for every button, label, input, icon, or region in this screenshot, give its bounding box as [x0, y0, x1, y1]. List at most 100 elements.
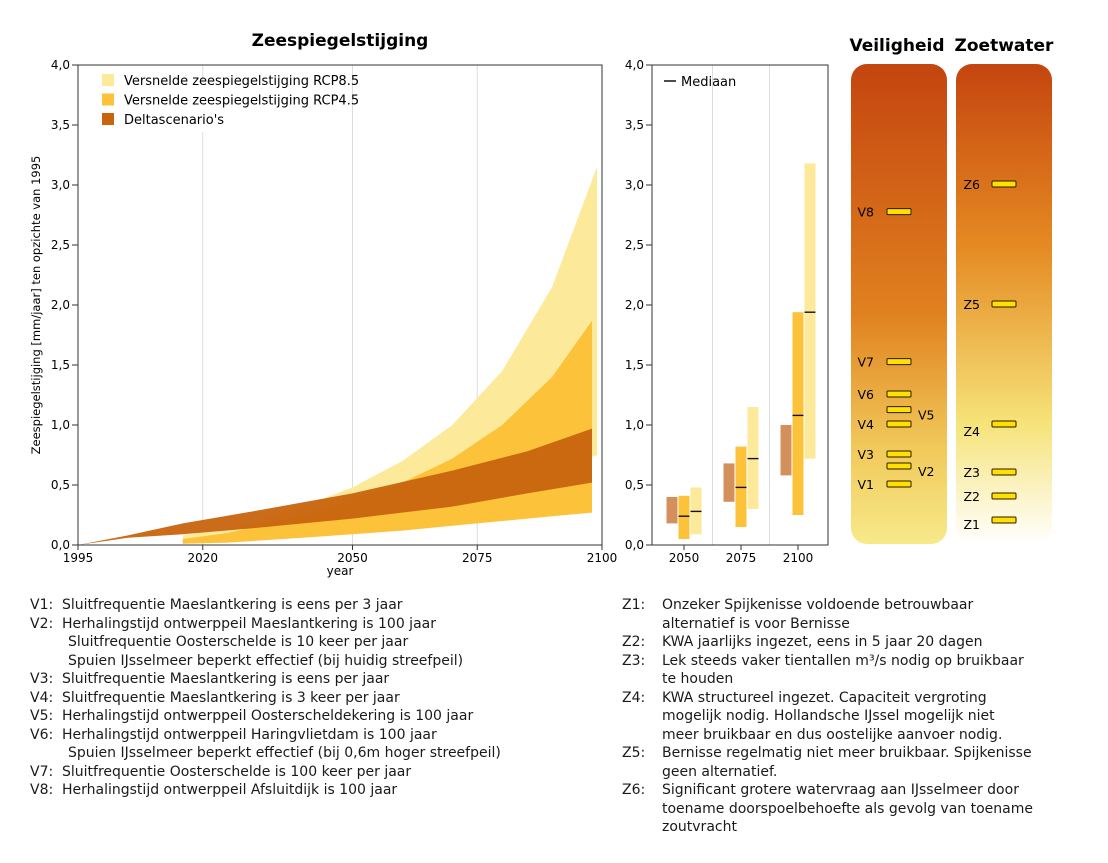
- main-x-tick-label: 2100: [587, 551, 618, 565]
- zoetwater-marker-label: Z5: [963, 297, 980, 312]
- description-row: V1: Sluitfrequentie Maeslantkering is een…: [30, 596, 570, 615]
- zoetwater-marker-label: Z6: [963, 177, 980, 192]
- zoetwater-marker-label: Z1: [963, 517, 980, 532]
- zoetwater-marker-label: Z3: [963, 465, 980, 480]
- veiligheid-marker: [886, 208, 912, 216]
- main-legend: Versnelde zeespiegelstijging RCP8.5 Versn…: [94, 74, 359, 132]
- description-code: [30, 744, 62, 763]
- range-bar: [780, 425, 792, 476]
- veiligheid-marker: [886, 358, 912, 366]
- veiligheid-markers: V1 V2 V3 V4 V5 V6 V7 V8: [857, 205, 934, 492]
- description-row: V2: Herhalingstijd ontwerppeil Maeslantke…: [30, 615, 570, 634]
- zoetwater-marker: [991, 180, 1017, 188]
- description-code: Z6:: [622, 782, 646, 798]
- sea-level-figure: Zeespiegelstijging 0,0 0,5 1,0 1,5 2,0 2,5 3,0…: [29, 31, 1054, 578]
- main-legend-background: [94, 80, 304, 132]
- zoetwater-heading: Zoetwater: [955, 36, 1054, 56]
- main-y-tick-label: 3,0: [51, 178, 70, 192]
- range-bar: [804, 163, 816, 459]
- veiligheid-marker: [886, 480, 912, 488]
- veiligheid-marker: [886, 420, 912, 428]
- description-text: zoutvracht: [662, 819, 737, 835]
- range-y-tick-label: 2,5: [625, 238, 644, 252]
- description-text: geen alternatief.: [662, 763, 778, 780]
- zoetwater-markers: Z1 Z2 Z3 Z4 Z5 Z6: [963, 177, 1017, 532]
- range-y-tick-label: 3,5: [625, 118, 644, 132]
- description-code: V1:: [30, 597, 54, 613]
- veiligheid-marker-label: V3: [857, 447, 874, 462]
- description-row: V3: Sluitfrequentie Maeslantkering is een…: [30, 670, 570, 689]
- range-bar: [723, 463, 735, 502]
- description-text: Significant grotere watervraag aan IJsse…: [662, 782, 1019, 798]
- description-row: zoutvracht: [622, 818, 1092, 837]
- description-text: Sluitfrequentie Maeslantkering is eens p…: [62, 597, 403, 613]
- main-y-ticks: 0,0 0,5 1,0 1,5 2,0 2,5 3,0 3,5 4,0: [51, 58, 78, 552]
- zoetwater-marker: [991, 516, 1017, 524]
- range-x-tick-label: 2100: [783, 551, 814, 565]
- description-code: V2:: [30, 615, 54, 632]
- description-text: KWA structureel ingezet. Capaciteit verg…: [662, 689, 987, 706]
- description-row: meer bruikbaar en dus oostelijke aanvoer…: [622, 726, 1092, 745]
- zoetwater-marker: [991, 468, 1017, 476]
- description-code: Z4:: [622, 689, 646, 706]
- veiligheid-marker-label: V1: [857, 477, 874, 492]
- description-code: [622, 763, 662, 782]
- zoetwater-marker-label: Z4: [963, 424, 980, 439]
- range-gridlines: [712, 65, 770, 545]
- description-code: V5:: [30, 708, 54, 724]
- description-text: Sluitfrequentie Oosterschelde is 10 keer…: [68, 634, 409, 650]
- main-legend-label: Deltascenario's: [124, 113, 224, 128]
- main-x-tick-label: 2050: [337, 551, 368, 565]
- range-bar-chart: 0,0 0,5 1,0 1,5 2,0 2,5 3,0 3,5 4,0 2050 2075 2100…: [625, 58, 829, 565]
- range-x-tick-label: 2075: [726, 551, 757, 565]
- veiligheid-marker: [886, 406, 912, 414]
- description-code: [622, 670, 662, 689]
- description-row: V7: Sluitfrequentie Oosterschelde is 100 …: [30, 763, 570, 782]
- veiligheid-marker-label: V8: [857, 205, 874, 220]
- zoetwater-marker: [991, 492, 1017, 500]
- veiligheid-column: [851, 64, 947, 544]
- main-x-tick-label: 2020: [187, 551, 218, 565]
- description-code: V6:: [30, 726, 54, 743]
- range-x-tick-label: 2050: [669, 551, 700, 565]
- description-text: KWA jaarlijks ingezet, eens in 5 jaar 20…: [662, 634, 983, 650]
- zoetwater-marker-label: Z2: [963, 489, 980, 504]
- range-y-tick-label: 1,0: [625, 418, 644, 432]
- description-row: mogelijk nodig. Hollandsche IJssel mogel…: [622, 707, 1092, 726]
- description-text: meer bruikbaar en dus oostelijke aanvoer…: [662, 726, 1003, 743]
- range-y-tick-label: 0,5: [625, 478, 644, 492]
- description-text: Lek steeds vaker tientallen m³/s nodig o…: [662, 652, 1024, 669]
- description-text: Bernisse regelmatig niet meer bruikbaar.…: [662, 745, 1032, 761]
- main-legend-label: Versnelde zeespiegelstijging RCP8.5: [124, 74, 359, 89]
- range-y-tick-label: 1,5: [625, 358, 644, 372]
- veiligheid-descriptions: V1: Sluitfrequentie Maeslantkering is een…: [30, 596, 570, 800]
- veiligheid-marker-label: V6: [857, 387, 874, 402]
- description-text: Sluitfrequentie Oosterschelde is 100 kee…: [62, 763, 412, 780]
- description-row: Sluitfrequentie Oosterschelde is 10 keer…: [30, 633, 570, 652]
- description-code: [622, 800, 662, 819]
- description-row: Z2: KWA jaarlijks ingezet, eens in 5 jaar…: [622, 633, 1092, 652]
- veiligheid-heading: Veiligheid: [849, 36, 944, 56]
- x-axis-label: year: [327, 564, 354, 578]
- main-x-tick-label: 2075: [462, 551, 493, 565]
- veiligheid-marker-label: V5: [918, 408, 935, 423]
- description-text: alternatief is voor Bernisse: [662, 615, 850, 632]
- description-row: Z5: Bernisse regelmatig niet meer bruikba…: [622, 744, 1092, 763]
- zoetwater-descriptions: Z1: Onzeker Spijkenisse voldoende betrouw…: [622, 596, 1092, 837]
- median-legend-label: Mediaan: [681, 75, 736, 90]
- veiligheid-marker-label: V2: [918, 464, 935, 479]
- main-legend-swatch: [102, 74, 114, 86]
- main-x-ticks: 1995 2020 2050 2075 2100: [63, 545, 618, 565]
- zoetwater-marker: [991, 300, 1017, 308]
- description-row: V6: Herhalingstijd ontwerppeil Haringvlie…: [30, 726, 570, 745]
- description-row: V5: Herhalingstijd ontwerppeil Oostersche…: [30, 707, 570, 726]
- description-code: Z3:: [622, 652, 646, 669]
- veiligheid-marker-label: V4: [857, 417, 874, 432]
- description-text: Herhalingstijd ontwerppeil Oosterschelde…: [62, 708, 474, 724]
- description-row: te houden: [622, 670, 1092, 689]
- main-y-tick-label: 1,0: [51, 418, 70, 432]
- range-y-ticks: 0,0 0,5 1,0 1,5 2,0 2,5 3,0 3,5 4,0: [625, 58, 652, 552]
- description-code: [622, 726, 662, 745]
- veiligheid-marker-label: V7: [857, 355, 874, 370]
- description-text: te houden: [662, 671, 734, 687]
